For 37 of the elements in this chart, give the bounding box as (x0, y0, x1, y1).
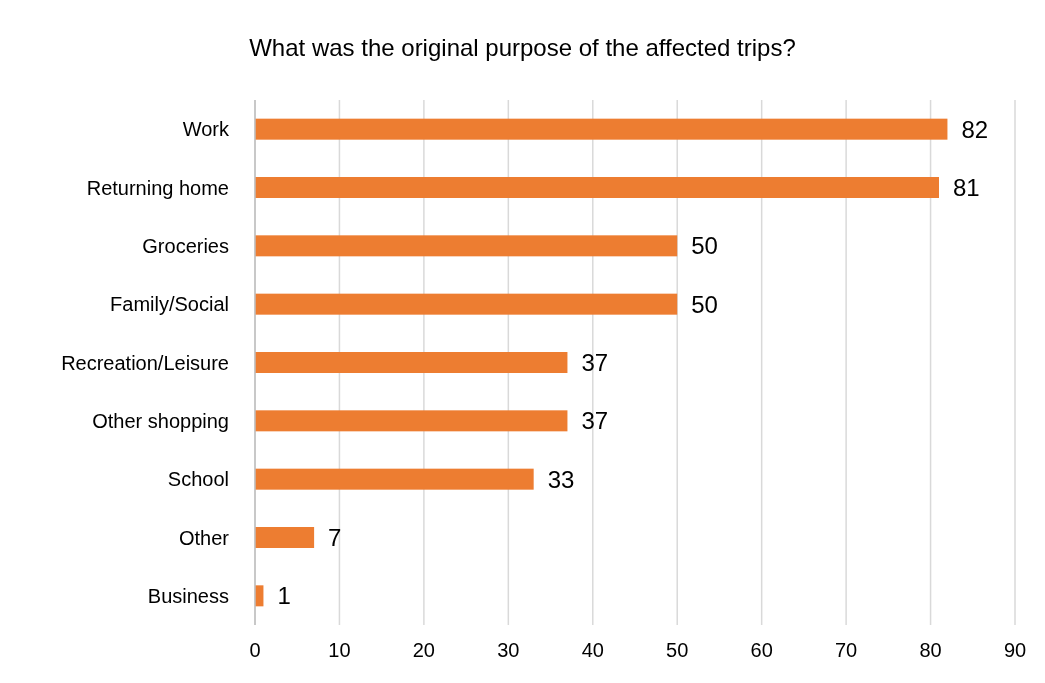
data-label: 1 (277, 582, 291, 610)
x-tick-label: 80 (919, 639, 942, 661)
y-tick-label: Other (178, 526, 230, 549)
x-tick-label: 50 (666, 639, 689, 661)
data-label: 7 (328, 523, 342, 551)
bar (255, 527, 315, 548)
x-tick-label: 40 (581, 639, 604, 661)
bar (255, 410, 568, 432)
x-tick-label: 60 (750, 639, 773, 661)
y-tick-label: School (167, 468, 229, 491)
x-tick-label: 10 (328, 639, 351, 661)
bar (255, 235, 678, 257)
data-label: 50 (691, 232, 718, 260)
bar (255, 293, 678, 315)
x-tick-label: 70 (834, 639, 858, 661)
y-tick-label: Business (147, 584, 229, 607)
y-tick-label: Work (182, 118, 230, 141)
y-tick-label: Other shopping (92, 409, 229, 432)
bar (255, 177, 939, 198)
x-tick-label: 0 (249, 639, 261, 661)
bar (255, 352, 568, 373)
data-label: 33 (547, 465, 575, 493)
data-label: 37 (581, 407, 609, 435)
y-tick-label: Groceries (142, 234, 229, 257)
y-tick-label: Returning home (86, 176, 229, 199)
y-tick-label: Family/Social (110, 293, 229, 316)
x-tick-label: 90 (1003, 639, 1027, 661)
data-label: 50 (691, 290, 718, 318)
data-label: 82 (961, 115, 989, 143)
data-label: 37 (581, 348, 609, 376)
x-tick-label: 20 (412, 639, 436, 661)
bar (255, 468, 534, 490)
chart-title: What was the original purpose of the affected trips? (249, 34, 796, 61)
data-label: 81 (953, 173, 980, 201)
bar (255, 118, 948, 140)
y-tick-label: Recreation/Leisure (61, 351, 229, 374)
x-tick-label: 30 (497, 639, 520, 661)
